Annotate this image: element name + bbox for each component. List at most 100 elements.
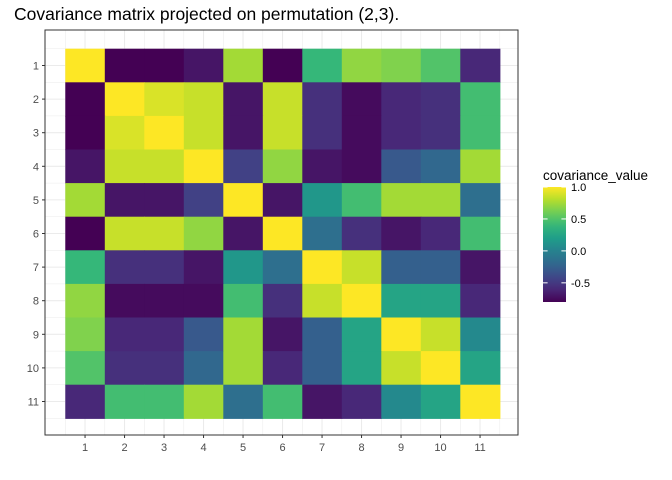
heatmap-cell	[65, 283, 106, 319]
x-tick-label: 5	[240, 442, 246, 454]
heatmap-cell	[420, 250, 461, 285]
heatmap-cell	[420, 216, 461, 251]
heatmap-cell	[104, 149, 145, 184]
y-tick-label: 6	[33, 229, 39, 241]
heatmap-cell	[460, 283, 501, 319]
heatmap-cell	[262, 384, 303, 419]
heatmap-cell	[302, 149, 343, 184]
heatmap-cell	[381, 48, 422, 83]
heatmap-cell	[341, 149, 382, 184]
heatmap-cell	[104, 384, 145, 419]
legend-tick-label: 0.5	[571, 214, 586, 226]
heatmap-cell	[183, 351, 224, 386]
heatmap-cell	[420, 183, 461, 218]
heatmap-cell	[183, 216, 224, 251]
heatmap-cell	[104, 216, 145, 251]
heatmap-cell	[104, 48, 145, 83]
heatmap-cell	[262, 283, 303, 319]
heatmap-cell	[302, 384, 343, 419]
legend-colorbar	[543, 187, 566, 302]
heatmap-cell	[341, 317, 382, 352]
heatmap-cell	[302, 48, 343, 83]
heatmap-cell	[341, 115, 382, 151]
heatmap-cell	[460, 317, 501, 352]
heatmap-cell	[381, 149, 422, 184]
heatmap-cell	[65, 149, 106, 184]
heatmap-cell	[223, 216, 264, 251]
x-tick-label: 1	[82, 442, 88, 454]
x-tick-label: 2	[121, 442, 127, 454]
x-tick-label: 10	[434, 442, 446, 454]
heatmap-cell	[65, 216, 106, 251]
legend-title: covariance_value	[543, 168, 648, 183]
heatmap-cell	[223, 183, 264, 218]
heatmap-cell	[65, 250, 106, 285]
heatmap-cell	[144, 115, 185, 151]
heatmap-cell	[104, 283, 145, 319]
heatmap-cell	[262, 82, 303, 117]
x-tick-label: 6	[279, 442, 285, 454]
heatmap-cell	[183, 250, 224, 285]
heatmap-cell	[183, 82, 224, 117]
y-axis: 1 2 3 4 5 6 7 8 9 10 11	[27, 61, 45, 409]
heatmap-cell	[381, 216, 422, 251]
heatmap-cell	[460, 183, 501, 218]
x-tick-label: 4	[200, 442, 206, 454]
heatmap-cell	[341, 82, 382, 117]
y-tick-label: 2	[33, 94, 39, 106]
heatmap-cell	[223, 149, 264, 184]
heatmap-cell	[460, 216, 501, 251]
heatmap-cell	[420, 351, 461, 386]
y-tick-label: 7	[33, 262, 39, 274]
heatmap-cell	[341, 384, 382, 419]
heatmap-cell	[144, 48, 185, 83]
heatmap-cell	[223, 283, 264, 319]
heatmap-cell	[144, 283, 185, 319]
heatmap-cell	[262, 351, 303, 386]
heatmap-cell	[65, 317, 106, 352]
heatmap-cell	[420, 317, 461, 352]
heatmap-cell	[460, 250, 501, 285]
heatmap-cell	[144, 216, 185, 251]
heatmap-cell	[144, 384, 185, 419]
heatmap-cell	[223, 48, 264, 83]
heatmap-cell	[302, 115, 343, 151]
y-tick-label: 8	[33, 296, 39, 308]
heatmap-cell	[262, 216, 303, 251]
heatmap-cell	[460, 384, 501, 419]
heatmap-cell	[104, 183, 145, 218]
x-tick-label: 9	[398, 442, 404, 454]
heatmap-cell	[104, 317, 145, 352]
heatmap-cell	[144, 82, 185, 117]
heatmap-cell	[460, 149, 501, 184]
heatmap-cell	[183, 183, 224, 218]
heatmap-cell	[104, 115, 145, 151]
heatmap-cell	[65, 384, 106, 419]
heatmap-cell	[144, 183, 185, 218]
heatmap-cell	[381, 82, 422, 117]
heatmap-cell	[144, 351, 185, 386]
heatmap-cell	[381, 115, 422, 151]
heatmap-cell	[183, 384, 224, 419]
heatmap-cell	[341, 183, 382, 218]
heatmap-cell	[65, 183, 106, 218]
heatmap-cell	[104, 82, 145, 117]
x-tick-label: 11	[474, 442, 485, 454]
legend-ticks: 1.0 0.5 0.0 -0.5	[543, 182, 590, 290]
heatmap-cell	[420, 48, 461, 83]
heatmap-cell	[262, 149, 303, 184]
y-tick-label: 9	[33, 329, 39, 341]
heatmap-cell	[420, 283, 461, 319]
heatmap-cell	[341, 351, 382, 386]
chart-title: Covariance matrix projected on permutati…	[14, 4, 399, 24]
heatmap-cell	[183, 149, 224, 184]
y-tick-label: 4	[33, 161, 39, 173]
heatmap-cell	[65, 115, 106, 151]
heatmap-cell	[341, 283, 382, 319]
heatmap-cell	[262, 115, 303, 151]
heatmap-cell	[420, 149, 461, 184]
heatmap-cell	[460, 82, 501, 117]
heatmap-cell	[302, 216, 343, 251]
heatmap-cell	[65, 48, 106, 83]
heatmap-cell	[341, 216, 382, 251]
